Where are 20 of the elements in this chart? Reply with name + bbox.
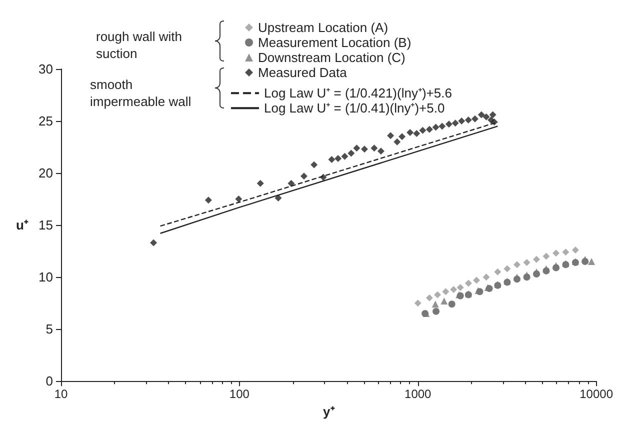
y-tick-label: 10 — [38, 270, 53, 285]
legend-label: Measurement Location (B) — [258, 35, 412, 50]
y-tick-label: 30 — [38, 62, 53, 76]
legend-label: Upstream Location (A) — [258, 20, 388, 35]
x-axis-title: y⁺ — [323, 404, 336, 419]
legend-label: Downstream Location (C) — [258, 50, 406, 65]
x-tick-label: 100 — [229, 387, 250, 402]
legend-label: Measured Data — [258, 65, 348, 80]
y-tick-label: 5 — [46, 322, 53, 337]
annotation: smooth impermeable wall — [90, 77, 192, 109]
x-tick-label: 1000 — [404, 387, 432, 402]
legend-label: Log Law U⁺ = (1/0.41)(lny⁺)+5.0 — [264, 100, 445, 116]
y-tick-label: 25 — [38, 114, 53, 129]
text: rough wall with suction — [96, 29, 186, 61]
x-tick-label: 10000 — [580, 387, 614, 402]
y-tick-label: 20 — [38, 166, 53, 181]
y-tick-label: 15 — [38, 218, 53, 233]
y-axis-title: u⁺ — [16, 218, 29, 233]
legend-label: Log Law U⁺ = (1/0.421)(lny⁺)+5.6 — [264, 86, 452, 101]
y-tick-label: 0 — [46, 374, 53, 389]
